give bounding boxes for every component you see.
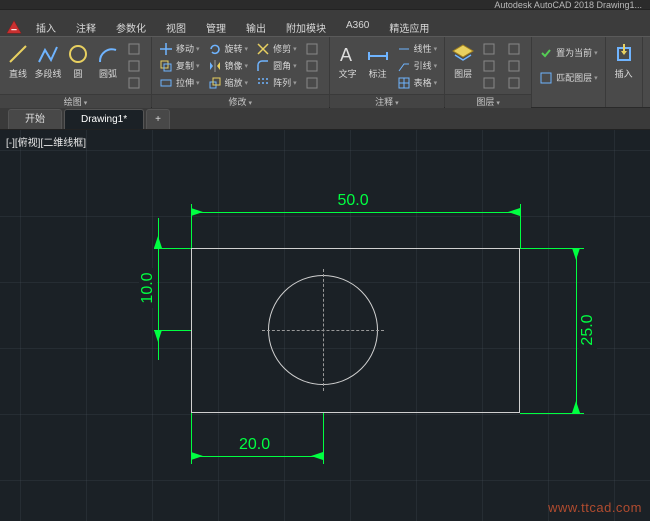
offset[interactable]	[303, 74, 324, 91]
menu-注释[interactable]: 注释	[66, 20, 106, 35]
leader-icon	[397, 59, 411, 73]
svg-text:A: A	[340, 45, 352, 65]
explode-icon	[305, 59, 319, 73]
layer3[interactable]	[480, 74, 501, 91]
mirror[interactable]: 镜像▾	[206, 57, 251, 74]
panel-label[interactable]: 绘图	[0, 94, 151, 108]
linear-icon	[397, 42, 411, 56]
layer5[interactable]	[505, 57, 526, 74]
dimension-tool[interactable]: 标注	[363, 39, 393, 92]
menu-精选应用[interactable]: 精选应用	[379, 20, 439, 35]
watermark: www.ttcad.com	[548, 500, 642, 515]
polyline-tool[interactable]: 多段线	[33, 39, 63, 92]
match-layer-icon	[539, 71, 553, 85]
copy[interactable]: 复制▾	[157, 57, 202, 74]
new-tab-button[interactable]: +	[146, 109, 170, 129]
doc-tab[interactable]: Drawing1*	[64, 109, 144, 129]
linear[interactable]: 线性▾	[395, 40, 440, 57]
dimension-tool-icon	[366, 42, 390, 66]
panel-label[interactable]: 图层	[445, 94, 531, 108]
text-tool[interactable]: A文字	[333, 39, 363, 92]
make-current[interactable]: 置为当前▾	[537, 44, 600, 61]
rotate-icon	[208, 42, 222, 56]
make-current-icon	[539, 46, 553, 60]
stretch-icon	[159, 76, 173, 90]
polyline-tool-icon	[36, 42, 60, 66]
scale[interactable]: 缩放▾	[206, 74, 251, 91]
leader[interactable]: 引线▾	[395, 57, 440, 74]
hatch[interactable]	[125, 40, 146, 57]
spline-icon	[127, 76, 141, 90]
rotate[interactable]: 旋转▾	[206, 40, 251, 57]
erase-icon	[305, 42, 319, 56]
spline[interactable]	[125, 74, 146, 91]
layer1-icon	[482, 42, 496, 56]
menu-视图[interactable]: 视图	[156, 20, 196, 35]
line-tool-icon	[6, 42, 30, 66]
panel-label[interactable]: 修改	[152, 94, 329, 108]
titlebar: Autodesk AutoCAD 2018 Drawing1...	[0, 0, 650, 10]
line-tool[interactable]: 直线	[3, 39, 33, 92]
layer-props-icon	[451, 42, 475, 66]
text-tool-icon: A	[336, 42, 360, 66]
match-layer[interactable]: 匹配图层▾	[537, 69, 600, 86]
ellipse[interactable]	[125, 57, 146, 74]
scale-icon	[208, 76, 222, 90]
layer2[interactable]	[480, 57, 501, 74]
layer3-icon	[482, 76, 496, 90]
move-icon	[159, 42, 173, 56]
menu-附加模块[interactable]: 附加模块	[276, 20, 336, 35]
layer6-icon	[507, 76, 521, 90]
hatch-icon	[127, 42, 141, 56]
doc-tab[interactable]: 开始	[8, 109, 62, 129]
trim[interactable]: 修剪▾	[254, 40, 299, 57]
quick-access-toolbar[interactable]	[0, 10, 650, 18]
explode[interactable]	[303, 57, 324, 74]
fillet-icon	[256, 59, 270, 73]
arc-tool-icon	[96, 42, 120, 66]
panel-label[interactable]: 注释	[330, 94, 445, 108]
layer-props[interactable]: 图层	[448, 39, 478, 92]
array-icon	[256, 76, 270, 90]
arc-tool[interactable]: 圆弧	[93, 39, 123, 92]
move[interactable]: 移动▾	[157, 40, 202, 57]
layer5-icon	[507, 59, 521, 73]
dimension-text[interactable]: 25.0	[579, 310, 597, 350]
menubar: 插入注释参数化视图管理输出附加模块A360精选应用	[0, 18, 650, 36]
layer2-icon	[482, 59, 496, 73]
erase[interactable]	[303, 40, 324, 57]
circle-tool[interactable]: 圆	[63, 39, 93, 92]
menu-插入[interactable]: 插入	[26, 20, 66, 35]
menu-输出[interactable]: 输出	[236, 20, 276, 35]
trim-icon	[256, 42, 270, 56]
drawing-canvas[interactable]: 50.0 20.0 25.0 10.0 [-][俯视][二维线框] www.ttcad.c…	[0, 130, 650, 521]
autocad-logo-icon[interactable]	[2, 18, 26, 36]
copy-icon	[159, 59, 173, 73]
menu-A360[interactable]: A360	[336, 20, 379, 35]
view-label[interactable]: [-][俯视][二维线框]	[6, 134, 86, 149]
insert-block[interactable]: 插入	[609, 39, 639, 91]
menu-管理[interactable]: 管理	[196, 20, 236, 35]
table[interactable]: 表格▾	[395, 74, 440, 91]
dimension-text[interactable]: 50.0	[336, 192, 371, 210]
offset-icon	[305, 76, 319, 90]
circle-tool-icon	[66, 42, 90, 66]
document-tabbar: 开始Drawing1*+	[0, 108, 650, 130]
layer6[interactable]	[505, 74, 526, 91]
menu-参数化[interactable]: 参数化	[106, 20, 156, 35]
ribbon: 直线多段线圆圆弧绘图 移动▾复制▾拉伸▾旋转▾镜像▾缩放▾修剪▾圆角▾阵列▾ 修改 A…	[0, 36, 650, 108]
table-icon	[397, 76, 411, 90]
array[interactable]: 阵列▾	[254, 74, 299, 91]
ellipse-icon	[127, 59, 141, 73]
dimension-text[interactable]: 10.0	[139, 268, 157, 308]
mirror-icon	[208, 59, 222, 73]
fillet[interactable]: 圆角▾	[254, 57, 299, 74]
layer1[interactable]	[480, 40, 501, 57]
layer4[interactable]	[505, 40, 526, 57]
layer4-icon	[507, 42, 521, 56]
dimension-text[interactable]: 20.0	[237, 436, 272, 454]
insert-block-icon	[612, 42, 636, 66]
stretch[interactable]: 拉伸▾	[157, 74, 202, 91]
